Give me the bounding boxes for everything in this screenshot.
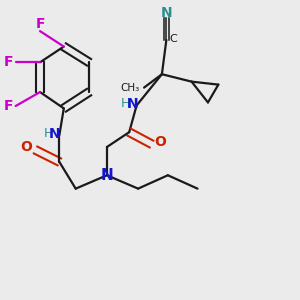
Text: H: H [44, 127, 53, 140]
Text: H: H [121, 98, 130, 110]
Text: F: F [4, 99, 13, 113]
Text: N: N [100, 168, 113, 183]
Text: CH₃: CH₃ [120, 82, 139, 93]
Text: C: C [169, 34, 177, 44]
Text: N: N [160, 6, 172, 20]
Text: N: N [49, 127, 61, 141]
Text: F: F [35, 17, 45, 31]
Text: O: O [154, 135, 166, 149]
Text: N: N [126, 97, 138, 111]
Text: O: O [21, 140, 33, 154]
Text: F: F [4, 55, 13, 69]
